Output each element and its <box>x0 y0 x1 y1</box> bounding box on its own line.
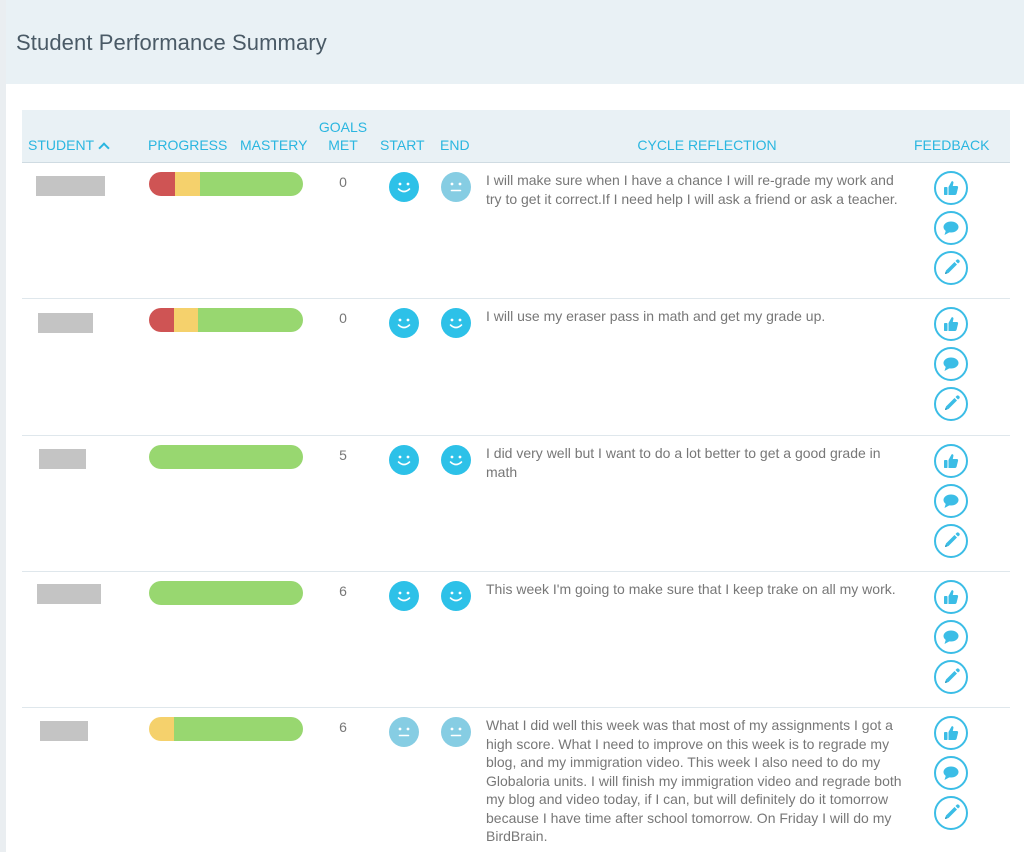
progress-segment-green <box>173 717 303 741</box>
like-button[interactable] <box>934 307 968 341</box>
student-name-redacted <box>37 584 101 604</box>
comment-button[interactable] <box>934 211 968 245</box>
cycle-reflection-text: What I did well this week was that most … <box>486 717 902 844</box>
progress-segment-green <box>149 445 303 469</box>
progress-segment-yellow <box>173 308 199 332</box>
edit-button[interactable] <box>934 387 968 421</box>
page-header: Student Performance Summary <box>6 0 1024 84</box>
start-mood-smiley-face-icon <box>389 172 419 202</box>
goals-header-line2: MET <box>328 137 358 153</box>
start-column-header: START <box>380 137 425 153</box>
progress-segment-green <box>198 308 303 332</box>
end-mood-smiley-face-icon <box>441 308 471 338</box>
progress-bar <box>149 172 303 196</box>
student-column-header[interactable]: STUDENT <box>28 136 110 154</box>
table-row: 6 This week I'm going to make sure that I… <box>22 572 1010 708</box>
like-button[interactable] <box>934 716 968 750</box>
goals-met-value: 5 <box>339 447 347 463</box>
thumbs-up-icon <box>936 582 966 612</box>
start-mood-smiley-face-icon <box>389 581 419 611</box>
cycle-reflection-text: I will make sure when I have a chance I … <box>486 172 898 207</box>
goals-met-value: 0 <box>339 310 347 326</box>
like-button[interactable] <box>934 171 968 205</box>
like-button[interactable] <box>934 444 968 478</box>
progress-segment-yellow <box>175 172 200 196</box>
comment-button[interactable] <box>934 347 968 381</box>
feedback-column-header: FEEDBACK <box>914 137 990 153</box>
start-mood-smiley-face-icon <box>389 445 419 475</box>
comment-icon <box>936 758 966 788</box>
progress-bar <box>149 581 303 605</box>
progress-segment-red <box>149 172 176 196</box>
progress-column-header: PROGRESS <box>148 137 228 153</box>
table-row: 0 I will make sure when I have a chance I… <box>22 163 1010 299</box>
comment-button[interactable] <box>934 620 968 654</box>
start-mood-neutral-face-icon <box>389 717 419 747</box>
progress-segment-green <box>199 172 303 196</box>
goals-met-value: 0 <box>339 174 347 190</box>
pencil-icon <box>936 389 966 419</box>
goals-met-value: 6 <box>339 719 347 735</box>
student-name-redacted <box>36 176 105 196</box>
comment-button[interactable] <box>934 484 968 518</box>
progress-segment-yellow <box>149 717 174 741</box>
goals-header-line1: GOALS <box>318 119 368 135</box>
student-name-redacted <box>38 313 93 333</box>
edit-button[interactable] <box>934 524 968 558</box>
progress-segment-red <box>149 308 174 332</box>
end-mood-smiley-face-icon <box>441 445 471 475</box>
end-column-header: END <box>440 137 470 153</box>
comment-icon <box>936 486 966 516</box>
thumbs-up-icon <box>936 309 966 339</box>
table-row: 0 I will use my eraser pass in math and g… <box>22 299 1010 436</box>
cycle-reflection-column-header: CYCLE REFLECTION <box>637 137 777 153</box>
cycle-reflection-text: This week I'm going to make sure that I … <box>486 581 896 597</box>
goals-met-column-header: GOALS MET <box>314 118 372 154</box>
end-mood-neutral-face-icon <box>441 717 471 747</box>
thumbs-up-icon <box>936 718 966 748</box>
progress-bar <box>149 308 303 332</box>
end-mood-smiley-face-icon <box>441 581 471 611</box>
table-row: 6 What I did well this week was that most… <box>22 708 1010 852</box>
pencil-icon <box>936 253 966 283</box>
comment-button[interactable] <box>934 756 968 790</box>
table-header: STUDENT PROGRESS MASTERY GOALS MET START… <box>22 110 1010 163</box>
student-name-redacted <box>39 449 86 469</box>
comment-icon <box>936 622 966 652</box>
student-name-redacted <box>40 721 88 741</box>
comment-icon <box>936 349 966 379</box>
cycle-reflection-text: I will use my eraser pass in math and ge… <box>486 308 826 324</box>
thumbs-up-icon <box>936 173 966 203</box>
edit-button[interactable] <box>934 796 968 830</box>
thumbs-up-icon <box>936 446 966 476</box>
cycle-reflection-text: I did very well but I want to do a lot b… <box>486 445 881 480</box>
student-header-label: STUDENT <box>28 137 95 153</box>
pencil-icon <box>936 526 966 556</box>
pencil-icon <box>936 798 966 828</box>
page-title: Student Performance Summary <box>16 30 327 55</box>
progress-bar <box>149 717 303 741</box>
edit-button[interactable] <box>934 660 968 694</box>
comment-icon <box>936 213 966 243</box>
goals-met-value: 6 <box>339 583 347 599</box>
table-row: 5 I did very well but I want to do a lot … <box>22 436 1010 572</box>
chevron-up-icon <box>98 142 110 154</box>
mastery-column-header: MASTERY <box>240 137 308 153</box>
like-button[interactable] <box>934 580 968 614</box>
pencil-icon <box>936 662 966 692</box>
end-mood-neutral-face-icon <box>441 172 471 202</box>
edit-button[interactable] <box>934 251 968 285</box>
progress-segment-green <box>149 581 303 605</box>
progress-bar <box>149 445 303 469</box>
start-mood-smiley-face-icon <box>389 308 419 338</box>
